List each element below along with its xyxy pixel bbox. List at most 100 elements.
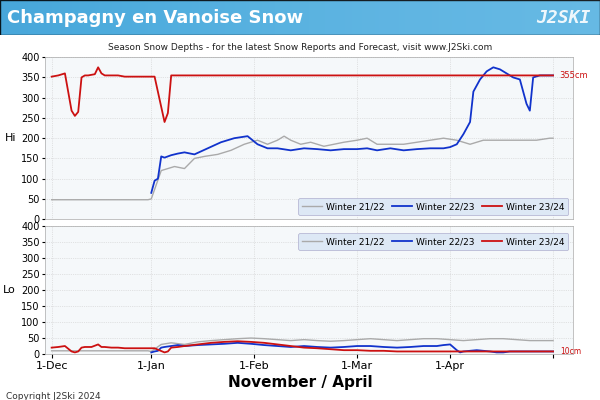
Winter 23/24	[151, 74, 158, 79]
Winter 22/23	[327, 345, 334, 350]
Winter 22/23	[301, 146, 308, 151]
Winter 23/24	[98, 71, 105, 76]
Winter 22/23	[167, 153, 175, 158]
Winter 21/22	[364, 136, 371, 140]
Winter 21/22	[171, 164, 178, 169]
Winter 22/23	[151, 178, 158, 183]
Winter 23/24	[446, 73, 454, 78]
Winter 21/22	[440, 136, 447, 140]
Winter 21/22	[546, 136, 553, 140]
Winter 21/22	[373, 142, 380, 147]
Winter 22/23	[520, 349, 527, 354]
Winter 23/24	[74, 110, 82, 114]
Line: Winter 23/24: Winter 23/24	[52, 341, 553, 352]
Winter 22/23	[148, 190, 155, 195]
Winter 22/23	[167, 344, 175, 348]
Winter 22/23	[480, 348, 487, 353]
Line: Winter 21/22: Winter 21/22	[52, 136, 553, 200]
Winter 23/24	[280, 73, 287, 78]
Winter 23/24	[115, 73, 122, 78]
Winter 23/24	[174, 73, 181, 78]
Winter 22/23	[460, 132, 467, 136]
Winter 22/23	[340, 147, 347, 152]
Winter 22/23	[533, 349, 540, 354]
Winter 22/23	[466, 120, 473, 124]
Winter 22/23	[367, 344, 374, 348]
Winter 21/22	[550, 136, 557, 140]
Winter 22/23	[161, 344, 168, 349]
Winter 22/23	[506, 349, 514, 354]
Winter 23/24	[131, 74, 138, 79]
Winter 22/23	[550, 349, 557, 354]
Winter 22/23	[380, 344, 388, 349]
Winter 22/23	[543, 73, 550, 78]
Winter 22/23	[446, 342, 454, 347]
Winter 23/24	[214, 73, 221, 78]
Winter 22/23	[353, 344, 361, 348]
Winter 22/23	[539, 349, 547, 354]
Winter 22/23	[158, 345, 165, 350]
Text: Copyright J2Ski 2024: Copyright J2Ski 2024	[6, 392, 101, 400]
Winter 22/23	[440, 343, 447, 348]
Winter 22/23	[151, 349, 158, 354]
Winter 21/22	[241, 142, 248, 147]
Winter 21/22	[539, 338, 547, 343]
Winter 22/23	[480, 73, 487, 78]
Winter 22/23	[373, 148, 380, 153]
Winter 23/24	[91, 72, 98, 77]
Winter 22/23	[496, 67, 503, 72]
Winter 22/23	[244, 134, 251, 138]
Winter 23/24	[167, 73, 175, 78]
Winter 23/24	[68, 108, 75, 113]
Winter 21/22	[407, 337, 414, 342]
Winter 23/24	[347, 73, 354, 78]
Text: Season Snow Depths - for the latest Snow Reports and Forecast, visit www.J2Ski.c: Season Snow Depths - for the latest Snow…	[108, 43, 492, 52]
Line: Winter 22/23: Winter 22/23	[151, 343, 553, 352]
Winter 22/23	[221, 341, 228, 346]
Line: Winter 22/23: Winter 22/23	[151, 67, 553, 193]
Winter 23/24	[413, 73, 421, 78]
Winter 21/22	[148, 349, 155, 354]
Winter 21/22	[260, 336, 268, 341]
Winter 21/22	[214, 152, 221, 157]
Text: Hi: Hi	[4, 133, 16, 143]
Winter 22/23	[174, 343, 181, 348]
Winter 22/23	[154, 348, 161, 353]
Winter 21/22	[526, 338, 533, 343]
Winter 22/23	[274, 146, 281, 151]
Winter 23/24	[480, 73, 487, 78]
Winter 21/22	[314, 338, 321, 343]
Winter 22/23	[427, 146, 434, 151]
Winter 23/24	[48, 74, 55, 79]
Winter 21/22	[493, 138, 500, 143]
Winter 22/23	[327, 148, 334, 153]
Legend: Winter 21/22, Winter 22/23, Winter 23/24: Winter 21/22, Winter 22/23, Winter 23/24	[298, 198, 568, 215]
Winter 21/22	[367, 336, 374, 341]
Winter 21/22	[533, 138, 540, 143]
Winter 21/22	[400, 142, 407, 147]
Text: Champagny en Vanoise Snow: Champagny en Vanoise Snow	[7, 9, 304, 27]
Winter 22/23	[487, 67, 494, 72]
Winter 22/23	[483, 69, 490, 74]
Winter 22/23	[217, 140, 224, 145]
Winter 22/23	[460, 349, 467, 354]
Winter 23/24	[234, 339, 241, 344]
Winter 21/22	[158, 342, 165, 347]
Winter 21/22	[287, 338, 295, 343]
Winter 21/22	[331, 142, 338, 147]
Winter 23/24	[151, 346, 158, 351]
Winter 21/22	[167, 340, 175, 345]
Winter 22/23	[413, 147, 421, 152]
Winter 22/23	[500, 350, 507, 355]
Winter 22/23	[446, 145, 454, 150]
Winter 23/24	[533, 349, 540, 354]
Winter 23/24	[161, 120, 168, 124]
Winter 21/22	[327, 339, 334, 344]
Winter 22/23	[247, 341, 254, 346]
Winter 22/23	[181, 150, 188, 155]
Winter 22/23	[466, 348, 473, 353]
Winter 21/22	[158, 168, 165, 173]
Winter 22/23	[274, 344, 281, 348]
Winter 21/22	[473, 337, 480, 342]
Winter 22/23	[420, 344, 427, 348]
